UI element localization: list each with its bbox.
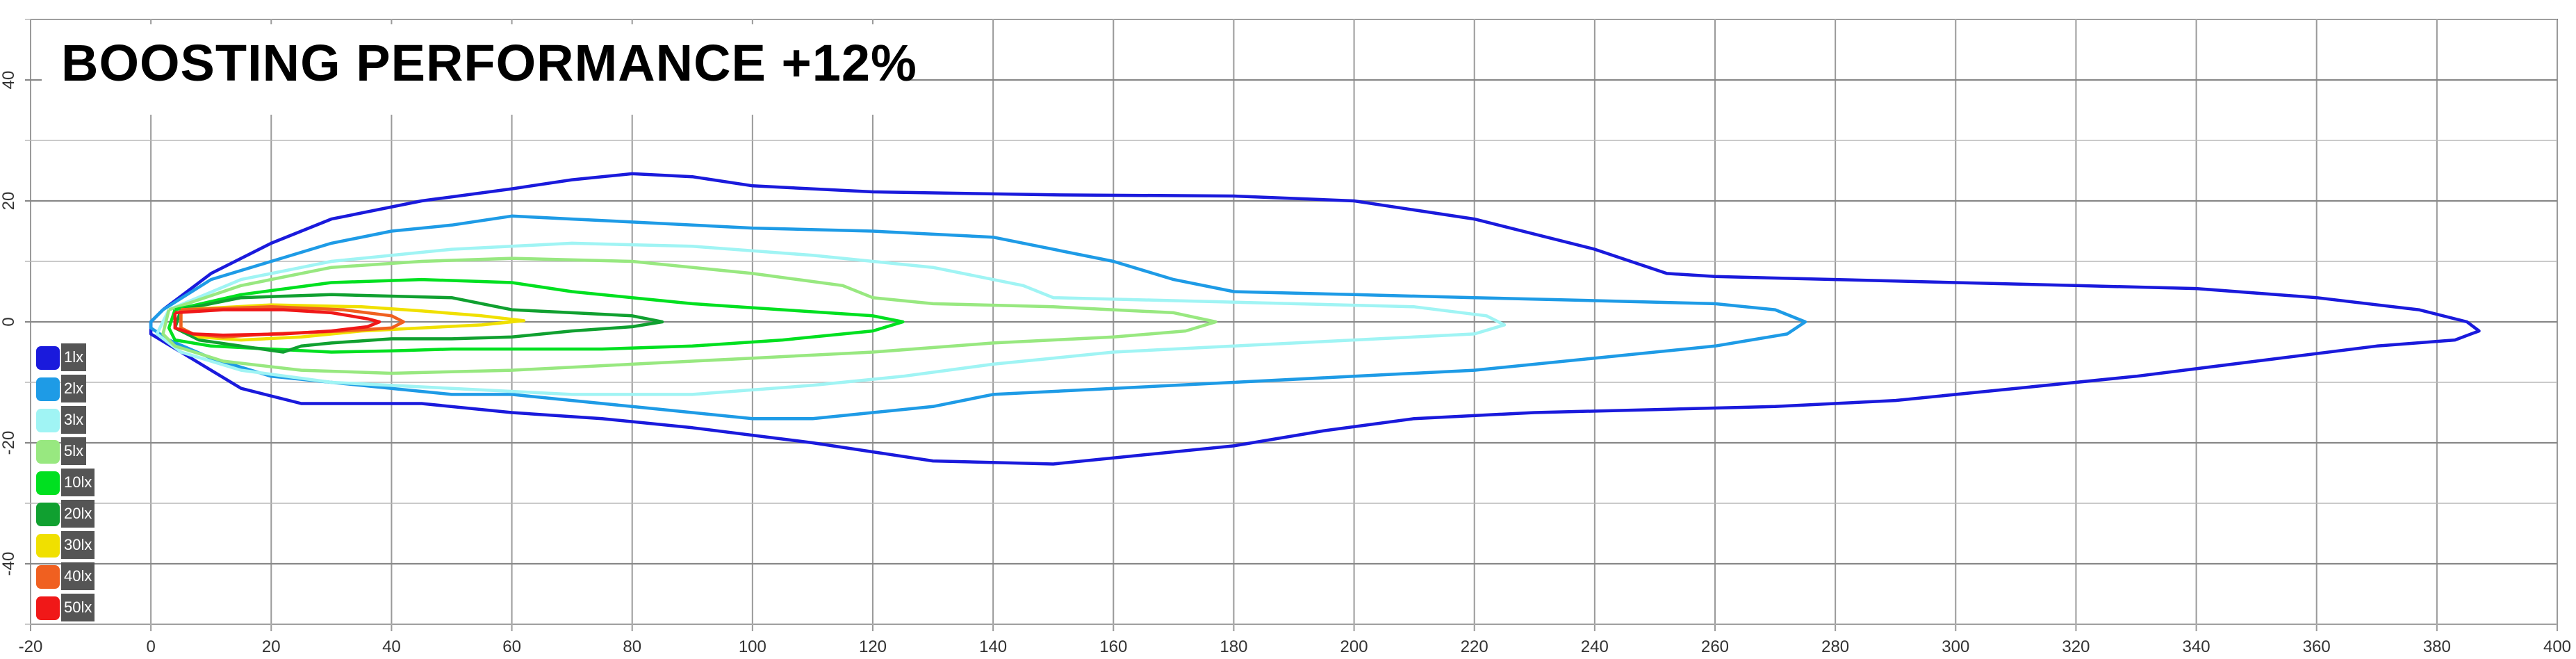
x-tick-label: 40 — [382, 637, 401, 656]
x-tick-label: -20 — [19, 637, 43, 656]
x-tick-label: 160 — [1099, 637, 1127, 656]
legend-swatch — [36, 471, 60, 495]
y-tick-label: -20 — [0, 431, 18, 455]
x-tick-label: 280 — [1821, 637, 1849, 656]
legend-label: 5lx — [61, 437, 87, 465]
legend-label: 1lx — [61, 343, 87, 371]
x-tick-label: 340 — [2183, 637, 2210, 656]
legend-swatch — [36, 346, 60, 370]
x-tick-label: 240 — [1581, 637, 1609, 656]
series-2lx — [149, 214, 1807, 421]
legend-label: 30lx — [61, 531, 95, 559]
legend-item-3lx: 3lx — [33, 406, 103, 437]
x-tick-label: 260 — [1701, 637, 1729, 656]
series-50lx — [173, 308, 382, 337]
x-tick-label: 220 — [1461, 637, 1488, 656]
x-tick-label: 200 — [1340, 637, 1368, 656]
legend-label: 50lx — [61, 594, 95, 621]
legend-item-1lx: 1lx — [33, 343, 103, 375]
y-tick-label: 40 — [0, 71, 18, 90]
legend-item-30lx: 30lx — [33, 531, 103, 562]
legend: 1lx 2lx 3lx 5lx 10lx 20lx 30lx 40lx 50lx — [33, 343, 103, 625]
legend-label: 40lx — [61, 562, 95, 590]
x-tick-label: 360 — [2303, 637, 2331, 656]
legend-swatch — [36, 565, 60, 589]
legend-label: 2lx — [61, 375, 87, 402]
legend-label: 3lx — [61, 406, 87, 434]
x-tick-label: 380 — [2423, 637, 2451, 656]
chart-title: BOOSTING PERFORMANCE +12% — [61, 34, 917, 92]
legend-item-50lx: 50lx — [33, 594, 103, 625]
legend-item-2lx: 2lx — [33, 375, 103, 406]
x-tick-label: 300 — [1942, 637, 1969, 656]
y-tick-label: 0 — [0, 317, 18, 326]
x-tick-label: 100 — [739, 637, 766, 656]
x-tick-label: 400 — [2543, 637, 2571, 656]
x-tick-label: 0 — [146, 637, 155, 656]
series-1lx — [149, 172, 2481, 466]
legend-label: 10lx — [61, 469, 95, 496]
series-5lx — [161, 257, 1217, 375]
series-30lx — [179, 303, 526, 342]
x-tick-label: 20 — [262, 637, 281, 656]
legend-item-10lx: 10lx — [33, 469, 103, 500]
legend-item-40lx: 40lx — [33, 562, 103, 594]
x-tick-label: 320 — [2062, 637, 2090, 656]
legend-swatch — [36, 503, 60, 526]
legend-swatch — [36, 440, 60, 464]
y-tick-label: -40 — [0, 552, 18, 576]
legend-item-5lx: 5lx — [33, 437, 103, 469]
title-background — [42, 24, 903, 115]
x-tick-label: 120 — [859, 637, 887, 656]
x-tick-label: 60 — [502, 637, 521, 656]
series-3lx — [155, 241, 1507, 396]
x-tick-label: 140 — [979, 637, 1007, 656]
legend-swatch — [36, 409, 60, 432]
x-tick-label: 80 — [623, 637, 641, 656]
series-20lx — [173, 293, 664, 354]
y-tick-label: 20 — [0, 192, 18, 211]
x-tick-label: 180 — [1220, 637, 1247, 656]
legend-swatch — [36, 377, 60, 401]
legend-swatch — [36, 534, 60, 558]
legend-label: 20lx — [61, 500, 95, 528]
legend-swatch — [36, 596, 60, 620]
legend-item-20lx: 20lx — [33, 500, 103, 531]
